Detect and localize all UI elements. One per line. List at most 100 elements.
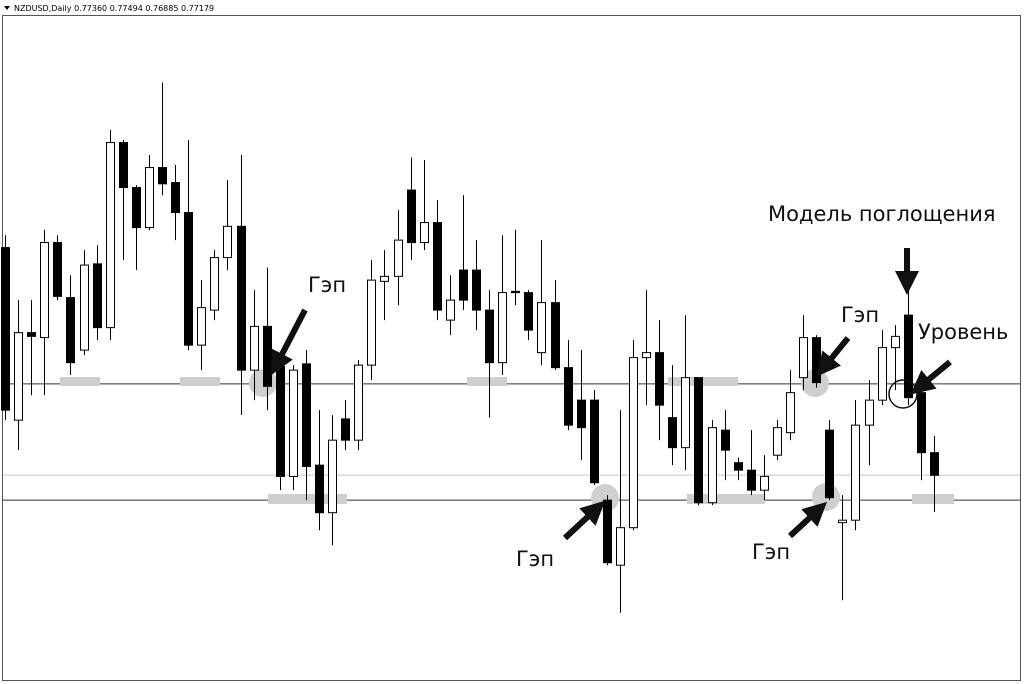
support-highlight bbox=[467, 377, 507, 386]
level-circle bbox=[888, 379, 918, 409]
candle-body bbox=[655, 352, 664, 406]
candle-body bbox=[694, 377, 703, 504]
candle-body bbox=[891, 335, 900, 349]
candle-body bbox=[420, 222, 429, 244]
candle-body bbox=[263, 325, 272, 387]
annotation: Гэп bbox=[308, 273, 346, 297]
candle-body bbox=[80, 264, 89, 351]
candle-body bbox=[315, 464, 324, 514]
candle-body bbox=[197, 307, 206, 346]
candle-body bbox=[289, 369, 298, 477]
candle-body bbox=[40, 242, 49, 339]
support-highlight bbox=[687, 494, 765, 504]
candle-body bbox=[603, 499, 612, 564]
support-highlight bbox=[912, 494, 954, 504]
arrow bbox=[816, 336, 851, 377]
candle-body bbox=[825, 429, 834, 499]
ohlc-label: 0.77179 bbox=[181, 4, 214, 13]
candle-body bbox=[145, 167, 154, 229]
candle-body bbox=[904, 314, 913, 399]
annotation: Гэп bbox=[752, 540, 790, 564]
candles bbox=[1, 82, 939, 613]
candle-body bbox=[184, 212, 193, 346]
arrow bbox=[787, 501, 828, 539]
candle-body bbox=[551, 302, 560, 369]
candle-body bbox=[629, 357, 638, 529]
candle-body bbox=[472, 269, 481, 311]
candle-body bbox=[577, 399, 586, 429]
candle-body bbox=[171, 182, 180, 214]
candle-body bbox=[760, 475, 769, 491]
candle-body bbox=[930, 452, 939, 476]
candle-body bbox=[851, 424, 860, 521]
candle-body bbox=[681, 377, 690, 449]
candle-body bbox=[812, 337, 821, 384]
candle-body bbox=[498, 292, 507, 364]
candle-body bbox=[734, 462, 743, 471]
candle-body bbox=[250, 325, 259, 371]
ohlc-label: 0.77494 bbox=[110, 4, 143, 13]
candle-body bbox=[223, 225, 232, 259]
annotation: Гэп bbox=[841, 303, 879, 327]
annotation: Уровень bbox=[918, 320, 1008, 344]
ohlc-label: 0.76885 bbox=[145, 4, 178, 13]
candle-body bbox=[106, 142, 115, 329]
candle-body bbox=[446, 299, 455, 321]
candle-body bbox=[1, 247, 10, 411]
candle-body bbox=[668, 417, 677, 449]
support-highlight bbox=[180, 377, 220, 386]
annotation-arrows bbox=[271, 248, 952, 541]
candle-body bbox=[511, 290, 520, 294]
levels bbox=[3, 383, 1020, 501]
candle-body bbox=[708, 427, 717, 504]
candle-body bbox=[27, 332, 36, 337]
candle-body bbox=[590, 399, 599, 484]
ohlc-label: 0.77360 bbox=[74, 4, 107, 13]
candle-body bbox=[786, 392, 795, 434]
candle-body bbox=[119, 142, 128, 189]
arrow bbox=[562, 500, 605, 541]
annotation: Модель поглощения bbox=[768, 202, 995, 226]
candle-body bbox=[407, 189, 416, 244]
candle-body bbox=[747, 469, 756, 491]
candle-body bbox=[354, 364, 363, 441]
candle-body bbox=[367, 279, 376, 366]
candle-body bbox=[158, 167, 167, 185]
support-highlight bbox=[268, 494, 347, 504]
candle-body bbox=[394, 239, 403, 277]
support-highlight bbox=[60, 377, 100, 386]
candle-body bbox=[485, 309, 494, 364]
candle-body bbox=[53, 242, 62, 297]
candle-body bbox=[210, 257, 219, 311]
candle-body bbox=[865, 399, 874, 426]
candle-body bbox=[537, 302, 546, 354]
candle-body bbox=[302, 363, 311, 467]
candle-body bbox=[433, 222, 442, 311]
candle-body bbox=[341, 418, 350, 441]
candle-body bbox=[721, 429, 730, 451]
symbol: NZDUSD,Daily bbox=[14, 4, 72, 13]
candle-body bbox=[380, 275, 389, 282]
candle-body bbox=[14, 332, 23, 421]
candle-body bbox=[773, 427, 782, 456]
candle-body bbox=[799, 337, 808, 379]
candle-body bbox=[93, 263, 102, 329]
candle-body bbox=[276, 365, 285, 477]
menu-triangle[interactable] bbox=[4, 6, 10, 10]
candle-body bbox=[564, 367, 573, 426]
annotation: Гэп bbox=[516, 547, 554, 571]
candle-body bbox=[917, 392, 926, 454]
arrow bbox=[910, 359, 952, 395]
candle-body bbox=[616, 527, 625, 566]
candle-body bbox=[838, 519, 847, 524]
chart-header: NZDUSD,Daily 0.77360 0.77494 0.76885 0.7… bbox=[14, 4, 214, 13]
candle-body bbox=[132, 187, 141, 229]
candle-body bbox=[459, 269, 468, 301]
candle-body bbox=[878, 347, 887, 401]
candle-body bbox=[237, 225, 246, 371]
candle-body bbox=[642, 352, 651, 359]
candle-body bbox=[328, 439, 337, 514]
